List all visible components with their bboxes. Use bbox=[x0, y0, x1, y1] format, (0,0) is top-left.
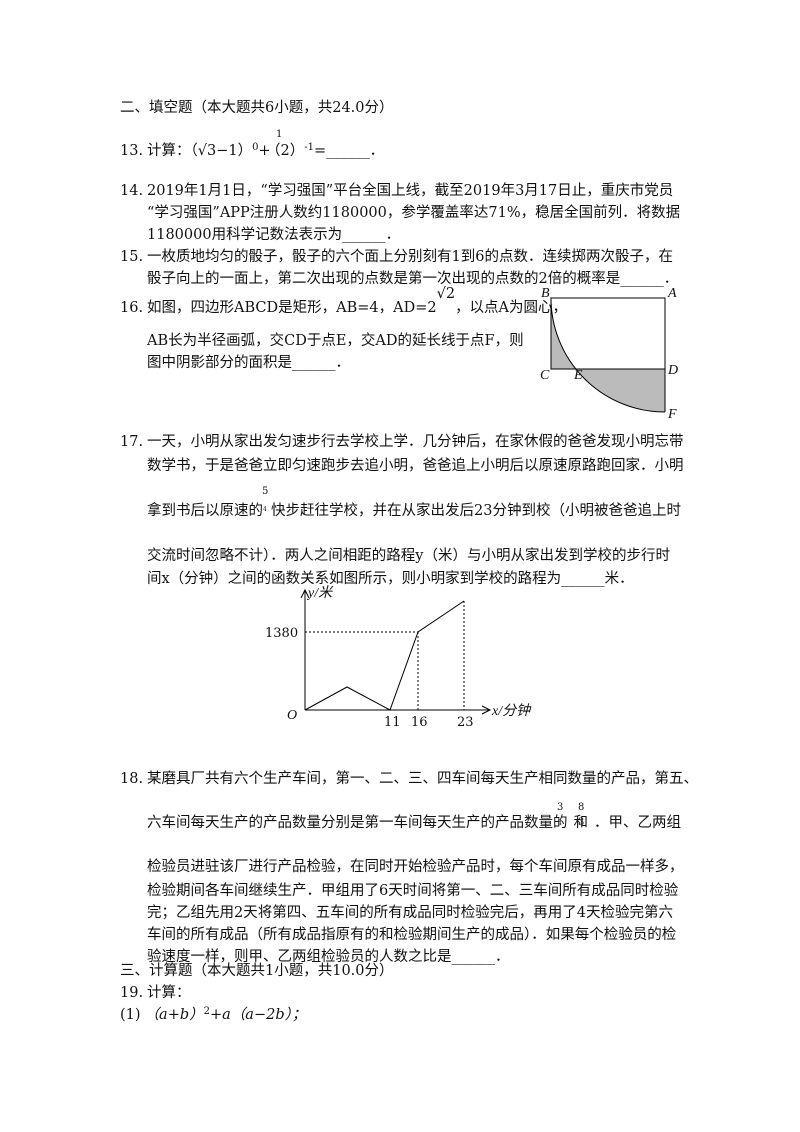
point-label: C bbox=[540, 368, 550, 383]
fraction-numerator: 5 bbox=[262, 486, 268, 497]
problem-line: 完；乙组先用2天将第四、五车间的所有成品同时检验完后，再用了4天检验完第六 bbox=[147, 903, 673, 921]
point-label: B bbox=[541, 286, 550, 301]
problem-line: 数学书，于是爸爸立即匀速跑步去追小明，爸爸追上小明后以原速原路跑回家．小明 bbox=[147, 457, 684, 474]
fraction-numerator: 3 bbox=[557, 802, 563, 813]
math: （2）-1=______． bbox=[266, 142, 384, 159]
text: ，以点A为圆心， bbox=[455, 299, 567, 316]
text: 拿到书后以原速的 bbox=[147, 501, 263, 519]
problem-line: 一枚质地均匀的骰子，骰子的六个面上分别刻有1到6的点数．连续掷两次骰子，在 bbox=[147, 248, 673, 265]
axis-label: y/米 bbox=[306, 585, 334, 601]
problem-line: 计算： bbox=[147, 984, 191, 1001]
section-heading: 三、计算题（本大题共1小题，共10.0分） bbox=[120, 962, 394, 979]
text: 和 bbox=[574, 814, 589, 831]
text: (1) bbox=[120, 1007, 141, 1023]
tick-label: 16 bbox=[411, 715, 428, 730]
problem-line: 某磨具厂共有六个生产车间，第一、二、三、四车间每天生产相同数量的产品，第五、 bbox=[147, 769, 698, 787]
arc bbox=[550, 297, 666, 413]
function-graph bbox=[304, 600, 465, 711]
point-label: D bbox=[667, 363, 678, 378]
problem-number: 18. bbox=[120, 771, 143, 787]
problem-line: 骰子向上的一面上，第二次出现的点数是第一次出现的点数的2倍的概率是______． bbox=[147, 269, 678, 287]
math: +a（a−2b）； bbox=[210, 1006, 306, 1023]
axis-label: x/分钟 bbox=[491, 703, 532, 719]
origin-label: O bbox=[287, 708, 297, 723]
point-label: E bbox=[573, 368, 583, 383]
fraction-numerator: 1 bbox=[276, 129, 282, 140]
math: （a+b） bbox=[145, 1006, 204, 1023]
problem-line: 一天，小明从家出发匀速步行去学校上学．几分钟后，在家休假的爸爸发现小明忘带 bbox=[147, 433, 684, 450]
problem-number: 17. bbox=[120, 434, 143, 450]
fraction-numerator: 8 bbox=[578, 802, 584, 813]
problem-number: 15. bbox=[120, 249, 143, 265]
math: √2 bbox=[437, 286, 455, 302]
problem-text: (1) （a+b）2+a（a−2b）； bbox=[120, 1006, 306, 1023]
arrow bbox=[481, 705, 492, 715]
text: 六车间每天生产的产品数量分别是第一车间每天生产的产品数量的 bbox=[147, 813, 568, 831]
problem-number: 14. bbox=[120, 183, 143, 199]
exponent: 2 bbox=[204, 1006, 210, 1017]
text: 如图，四边形ABCD是矩形，AB=4，AD=2 bbox=[147, 299, 437, 316]
problem-line: 交流时间忽略不计）．两人之间相距的路程y（米）与小明从家出发到学校的步行时 bbox=[147, 546, 670, 564]
problem-line: 间x（分钟）之间的函数关系如图所示，则小明家到学校的路程为______米． bbox=[147, 570, 634, 587]
text: 快步赶往学校，并在从家出发后23分钟到校（小明被爸爸追上时 bbox=[271, 502, 681, 519]
tick-label: 11 bbox=[384, 715, 401, 730]
fraction-denominator: 4 bbox=[263, 506, 267, 513]
exponent: 0 bbox=[252, 142, 258, 153]
text: 计算： bbox=[147, 142, 191, 159]
problem-line: 图中阴影部分的面积是______． bbox=[147, 354, 350, 371]
problem-line: 检验期间各车间继续生产．甲组用了6天时间将第一、二、三车间所有成品同时检验 bbox=[147, 881, 679, 899]
problem-number: 13. bbox=[120, 143, 143, 159]
fraction-denominator: 3 bbox=[578, 817, 584, 828]
problem-line: 2019年1月1日，“学习强国”平台全国上线，截至2019年3月17日止，重庆市… bbox=[147, 181, 673, 199]
problem-number: 16. bbox=[120, 300, 143, 316]
problem-text: 六车间每天生产的产品数量分别是第一车间每天生产的产品数量的和 ．甲、乙两组 bbox=[147, 813, 681, 831]
tick-label: 23 bbox=[457, 715, 474, 730]
point-label: A bbox=[667, 286, 677, 301]
shaded-region bbox=[551, 298, 576, 369]
problem-line: 车间的所有成品（所有成品指原有的和检验期间生产的成品）．如果每个检验员的检 bbox=[147, 926, 676, 943]
problem-text: 计算：（√3−1）0+ bbox=[147, 142, 271, 159]
math: （√3−1） bbox=[191, 142, 253, 159]
problem-line: 验速度一样，则甲、乙两组检验员的人数之比是______． bbox=[147, 948, 510, 965]
problem-text: 拿到书后以原速的 快步赶往学校，并在从家出发后23分钟到校（小明被爸爸追上时 bbox=[147, 501, 681, 519]
shaded-region bbox=[576, 369, 665, 412]
rectangle bbox=[550, 297, 666, 370]
tick-label: 1380 bbox=[265, 626, 298, 641]
problem-line: “学习强国”APP注册人数约1180000，参学覆盖率达71%，稳居全国前列．将… bbox=[147, 203, 680, 221]
figure-17: y/米 x/分钟 O 1380 11 16 23 bbox=[265, 585, 532, 730]
figure-16: B A C E D F bbox=[540, 286, 678, 422]
math: + bbox=[258, 143, 270, 159]
fraction-denominator: 4 bbox=[558, 820, 562, 827]
point-label: F bbox=[667, 407, 677, 422]
math: （2） bbox=[266, 142, 304, 159]
exponent: -1 bbox=[304, 142, 314, 153]
problem-text: 如图，四边形ABCD是矩形，AB=4，AD=2√2，以点A为圆心， bbox=[147, 286, 567, 316]
guide-line bbox=[305, 601, 465, 710]
section-heading: 二、填空题（本大题共6小题，共24.0分） bbox=[120, 99, 394, 116]
problem-number: 19. bbox=[120, 985, 143, 1001]
arrow bbox=[300, 588, 310, 599]
text: ．甲、乙两组 bbox=[594, 814, 681, 831]
problem-line: AB长为半径画弧，交CD于点E，交AD的延长线于点F，则 bbox=[146, 331, 524, 349]
problem-line: 检验员进驻该厂进行产品检验，在同时开始检验产品时，每个车间原有成品一样多， bbox=[147, 858, 684, 875]
problem-line: 1180000用科学记数法表示为______． bbox=[147, 226, 400, 243]
content: 二、填空题（本大题共6小题，共24.0分） 13. 计算：（√3−1）0+ 1 … bbox=[120, 99, 698, 1023]
math: =______． bbox=[314, 143, 384, 159]
